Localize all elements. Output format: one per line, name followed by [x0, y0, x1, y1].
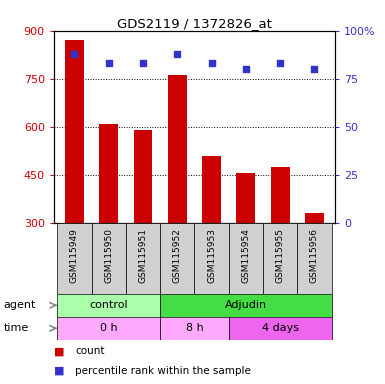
Title: GDS2119 / 1372826_at: GDS2119 / 1372826_at: [117, 17, 272, 30]
Bar: [160, 223, 194, 294]
Text: control: control: [89, 300, 128, 310]
Text: GSM115949: GSM115949: [70, 228, 79, 283]
Text: Adjudin: Adjudin: [225, 300, 267, 310]
Point: [71, 51, 77, 57]
Point: [311, 66, 318, 72]
Text: GSM115954: GSM115954: [241, 228, 250, 283]
Text: 0 h: 0 h: [100, 323, 117, 333]
Bar: [160, 294, 331, 317]
Bar: [229, 223, 263, 294]
Text: GSM115950: GSM115950: [104, 228, 113, 283]
Text: GSM115951: GSM115951: [139, 228, 147, 283]
Text: GSM115955: GSM115955: [276, 228, 285, 283]
Bar: [297, 223, 331, 294]
Text: ■: ■: [54, 346, 64, 356]
Bar: [57, 223, 92, 294]
Text: count: count: [75, 346, 105, 356]
Bar: [271, 167, 290, 223]
Point: [209, 60, 215, 66]
Bar: [305, 213, 324, 223]
Bar: [168, 75, 187, 223]
Bar: [57, 294, 160, 317]
Text: percentile rank within the sample: percentile rank within the sample: [75, 366, 251, 376]
Point: [174, 51, 180, 57]
Bar: [65, 40, 84, 223]
Bar: [126, 223, 160, 294]
Bar: [236, 173, 255, 223]
Text: GSM115953: GSM115953: [207, 228, 216, 283]
Text: GSM115956: GSM115956: [310, 228, 319, 283]
Point: [243, 66, 249, 72]
Point: [105, 60, 112, 66]
Bar: [57, 317, 160, 340]
Point: [140, 60, 146, 66]
Bar: [194, 223, 229, 294]
Bar: [263, 223, 297, 294]
Text: GSM115952: GSM115952: [173, 228, 182, 283]
Text: time: time: [4, 323, 29, 333]
Bar: [92, 223, 126, 294]
Bar: [202, 156, 221, 223]
Text: ■: ■: [54, 366, 64, 376]
Bar: [229, 317, 331, 340]
Text: 8 h: 8 h: [186, 323, 203, 333]
Bar: [99, 124, 118, 223]
Point: [277, 60, 283, 66]
Bar: [134, 130, 152, 223]
Text: 4 days: 4 days: [262, 323, 299, 333]
Bar: [160, 317, 229, 340]
Text: agent: agent: [4, 300, 36, 310]
